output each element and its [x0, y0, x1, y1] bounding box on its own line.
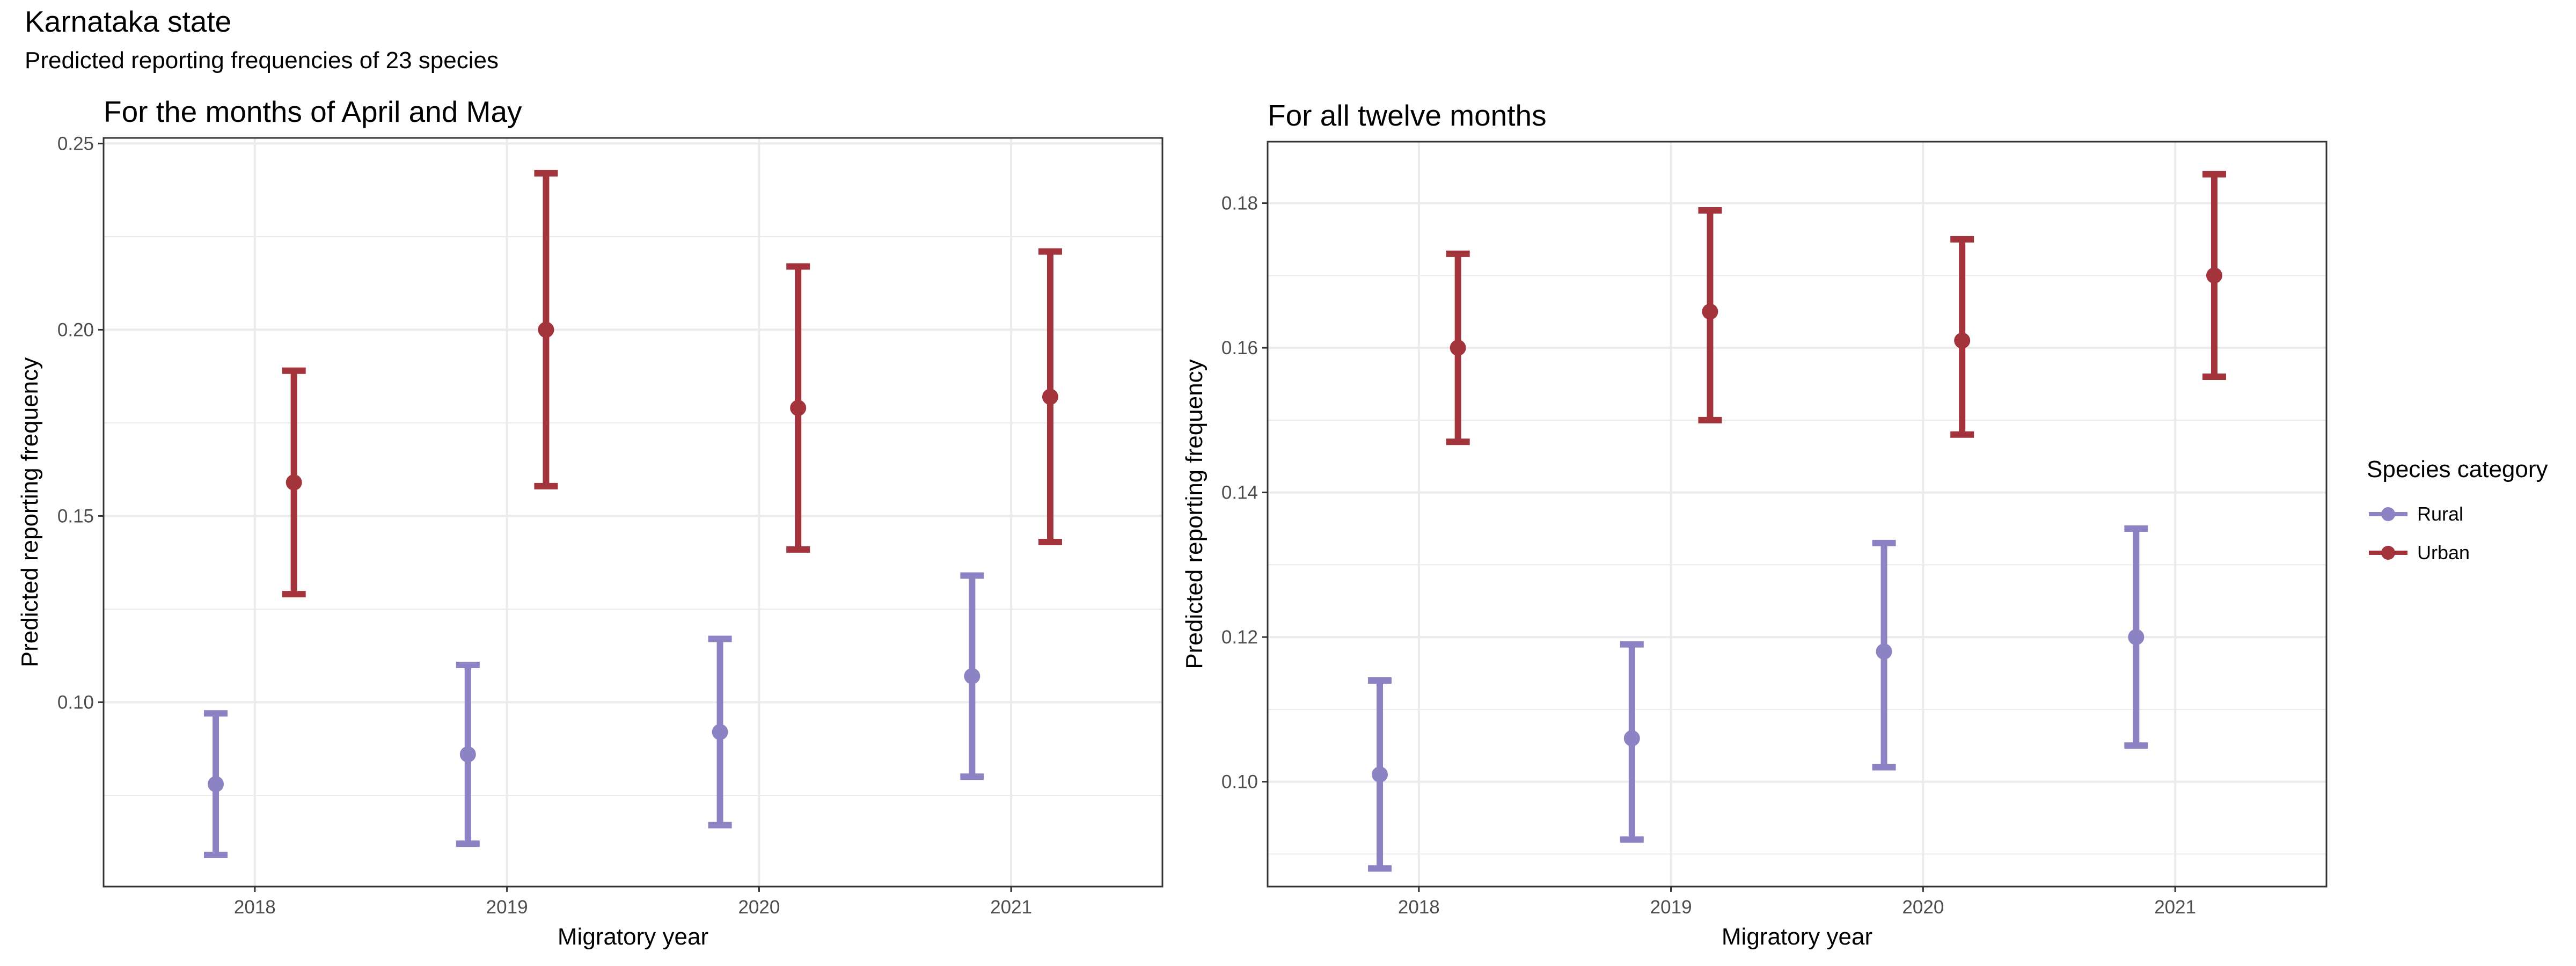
point-rural-2019: [1623, 730, 1640, 747]
legend-title: Species category: [2367, 456, 2548, 482]
figure-subtitle: Predicted reporting frequencies of 23 sp…: [25, 47, 499, 74]
legend-label-urban: Urban: [2417, 541, 2470, 564]
x-axis-label: Migratory year: [1722, 924, 1872, 950]
x-tick-label: 2018: [1398, 897, 1440, 918]
y-axis-label: Predicted reporting frequency: [17, 357, 43, 667]
panel-title: For all twelve months: [1268, 99, 1547, 132]
point-urban-2021: [2206, 267, 2222, 284]
point-rural-2021: [964, 668, 980, 684]
point-rural-2021: [2128, 629, 2145, 646]
point-rural-2018: [208, 776, 224, 793]
point-urban-2018: [286, 474, 302, 491]
x-tick-label: 2021: [990, 897, 1032, 918]
point-urban-2020: [1954, 332, 1971, 349]
point-rural-2018: [1372, 766, 1388, 783]
legend-key-rural: [2369, 507, 2407, 521]
x-tick-label: 2019: [486, 897, 528, 918]
point-urban-2019: [538, 321, 554, 338]
panel-border: [103, 137, 1163, 888]
chart-panel-1: 0.10 0.15 0.20 0.25 2018 2019 2020 2021 Migrator…: [17, 95, 1163, 950]
point-rural-2020: [1876, 643, 1892, 660]
panel-border: [1267, 141, 2328, 888]
y-tick-label: 0.18: [1221, 193, 1258, 214]
x-axis-label: Migratory year: [558, 924, 708, 950]
y-tick-label: 0.14: [1221, 482, 1258, 503]
point-urban-2018: [1450, 340, 1466, 356]
y-tick-label: 0.20: [57, 319, 94, 340]
y-axis-label: Predicted reporting frequency: [1181, 359, 1208, 669]
figure-title: Karnataka state: [25, 5, 232, 38]
legend-label-rural: Rural: [2417, 503, 2464, 525]
y-tick-label: 0.10: [1221, 772, 1258, 793]
chart-panel-2: 0.10 0.12 0.14 0.16 0.18 2018 2019 2020 2021 Migr…: [1181, 99, 2328, 950]
legend-item-rural: Rural: [2367, 495, 2548, 533]
x-tick-label: 2018: [234, 897, 276, 918]
legend-key-urban: [2369, 546, 2407, 560]
legend-item-urban: Urban: [2367, 533, 2548, 572]
y-tick-label: 0.16: [1221, 338, 1258, 358]
x-tick-label: 2020: [1902, 897, 1944, 918]
x-tick-label: 2020: [738, 897, 780, 918]
point-rural-2020: [712, 723, 728, 740]
y-tick-label: 0.15: [57, 506, 94, 526]
y-tick-label: 0.10: [57, 692, 94, 713]
point-urban-2021: [1042, 389, 1058, 405]
x-tick-label: 2019: [1650, 897, 1692, 918]
point-rural-2019: [459, 746, 476, 763]
point-urban-2019: [1702, 303, 1718, 320]
y-tick-label: 0.25: [57, 133, 94, 154]
x-tick-label: 2021: [2154, 897, 2196, 918]
legend: Species category Rural Urban: [2367, 456, 2548, 572]
y-tick-label: 0.12: [1221, 627, 1258, 648]
panel-title: For the months of April and May: [104, 95, 522, 128]
point-urban-2020: [790, 400, 807, 416]
